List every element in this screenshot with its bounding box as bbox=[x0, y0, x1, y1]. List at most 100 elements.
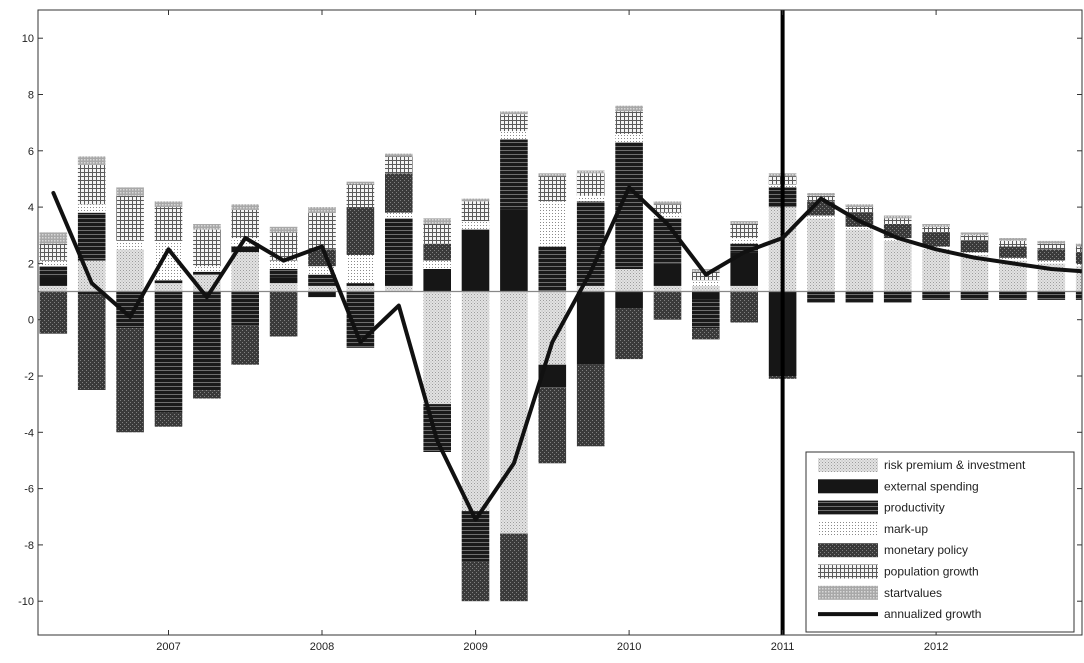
bar-population-growth-4 bbox=[193, 229, 221, 267]
legend-label-productivity: productivity bbox=[884, 501, 945, 515]
bar-productivity-24 bbox=[960, 294, 989, 300]
bar-startvalues-14 bbox=[576, 170, 605, 174]
bar-population-growth-13 bbox=[538, 176, 567, 202]
bar-startvalues-18 bbox=[730, 221, 758, 224]
bar-population-growth-25 bbox=[999, 240, 1027, 247]
bar-population-growth-2 bbox=[116, 195, 144, 241]
bar-productivity-3 bbox=[154, 291, 183, 413]
legend-label-monetary-policy: monetary policy bbox=[884, 543, 968, 557]
bar-external-spending-8 bbox=[346, 283, 375, 286]
bar-risk-premium-investment-18 bbox=[730, 285, 758, 292]
bar-external-spending-0 bbox=[39, 277, 68, 286]
bar-productivity-12 bbox=[500, 139, 528, 210]
bar-risk-premium-investment-22 bbox=[883, 240, 912, 292]
bar-risk-premium-investment-27 bbox=[1075, 266, 1082, 292]
legend-swatch-mark-up bbox=[818, 521, 878, 536]
bar-monetary-policy-10 bbox=[423, 243, 451, 261]
bar-external-spending-2 bbox=[116, 291, 144, 295]
legend-label-risk-premium-investment: risk premium & investment bbox=[884, 458, 1026, 472]
x-tick-label: 2009 bbox=[463, 641, 487, 653]
bar-monetary-policy-17 bbox=[692, 328, 720, 340]
bar-mark-up-4 bbox=[193, 266, 221, 272]
bar-population-growth-14 bbox=[576, 173, 605, 196]
bar-external-spending-7 bbox=[308, 291, 336, 298]
bar-risk-premium-investment-20 bbox=[807, 218, 835, 292]
bar-mark-up-6 bbox=[269, 260, 298, 269]
y-tick-label: 4 bbox=[28, 202, 34, 214]
bar-startvalues-27 bbox=[1075, 243, 1082, 247]
bar-risk-premium-investment-8 bbox=[346, 285, 375, 292]
legend-swatch-population-growth bbox=[818, 564, 878, 579]
legend-label-startvalues: startvalues bbox=[884, 586, 942, 600]
legend-label-population-growth: population growth bbox=[884, 565, 979, 579]
bar-startvalues-13 bbox=[538, 173, 567, 177]
y-tick-label: 10 bbox=[22, 33, 34, 45]
bar-risk-premium-investment-7 bbox=[308, 285, 336, 292]
bar-productivity-20 bbox=[807, 294, 835, 303]
bar-mark-up-13 bbox=[538, 201, 567, 247]
bar-external-spending-16 bbox=[653, 263, 682, 286]
y-tick-label: 8 bbox=[28, 90, 34, 102]
bar-startvalues-25 bbox=[999, 238, 1027, 241]
legend-swatch-startvalues bbox=[818, 585, 878, 600]
y-tick-label: -2 bbox=[24, 371, 34, 383]
bar-monetary-policy-18 bbox=[730, 291, 758, 323]
x-tick-label: 2007 bbox=[156, 641, 180, 653]
bar-population-growth-8 bbox=[346, 184, 375, 207]
bar-startvalues-12 bbox=[500, 111, 528, 115]
bar-monetary-policy-5 bbox=[231, 325, 259, 365]
bar-mark-up-21 bbox=[845, 226, 874, 230]
bar-external-spending-15 bbox=[615, 291, 643, 309]
bar-population-growth-7 bbox=[308, 212, 336, 250]
bar-productivity-21 bbox=[845, 294, 874, 303]
bar-productivity-5 bbox=[231, 291, 259, 326]
bar-productivity-18 bbox=[730, 243, 758, 253]
bar-population-growth-26 bbox=[1037, 243, 1066, 250]
bar-monetary-policy-1 bbox=[77, 294, 106, 390]
bar-external-spending-21 bbox=[845, 291, 874, 295]
bar-external-spending-17 bbox=[692, 291, 720, 300]
bar-monetary-policy-0 bbox=[39, 291, 68, 334]
bar-monetary-policy-11 bbox=[461, 561, 490, 602]
bar-monetary-policy-8 bbox=[346, 207, 375, 255]
bar-monetary-policy-16 bbox=[653, 291, 682, 320]
bar-startvalues-15 bbox=[615, 105, 643, 112]
bar-external-spending-12 bbox=[500, 209, 528, 292]
bar-mark-up-27 bbox=[1075, 263, 1082, 267]
bar-productivity-6 bbox=[269, 269, 298, 278]
y-tick-label: -10 bbox=[18, 596, 34, 608]
y-tick-label: -8 bbox=[24, 540, 34, 552]
bar-external-spending-9 bbox=[385, 274, 413, 286]
bar-external-spending-14 bbox=[576, 291, 605, 365]
bar-monetary-policy-13 bbox=[538, 387, 567, 464]
bar-external-spending-5 bbox=[231, 246, 259, 253]
bar-startvalues-1 bbox=[77, 156, 106, 165]
y-tick-label: 6 bbox=[28, 146, 34, 158]
y-tick-label: -4 bbox=[24, 427, 34, 439]
bar-mark-up-8 bbox=[346, 254, 375, 284]
bar-startvalues-26 bbox=[1037, 240, 1066, 244]
legend-label-annualized-growth: annualized growth bbox=[884, 607, 981, 621]
bar-mark-up-11 bbox=[461, 221, 490, 230]
bar-monetary-policy-15 bbox=[615, 308, 643, 360]
bar-mark-up-9 bbox=[385, 212, 413, 219]
bar-mark-up-2 bbox=[116, 240, 144, 250]
bar-risk-premium-investment-14 bbox=[576, 285, 605, 292]
bar-external-spending-3 bbox=[154, 280, 183, 284]
bar-population-growth-5 bbox=[231, 209, 259, 239]
bar-risk-premium-investment-0 bbox=[39, 285, 68, 292]
bar-population-growth-12 bbox=[500, 114, 528, 132]
bar-startvalues-9 bbox=[385, 153, 413, 157]
bar-startvalues-10 bbox=[423, 218, 451, 224]
bar-population-growth-18 bbox=[730, 224, 758, 239]
y-tick-label: -6 bbox=[24, 484, 34, 496]
bar-population-growth-1 bbox=[77, 164, 106, 205]
legend-label-mark-up: mark-up bbox=[884, 522, 928, 536]
bar-mark-up-17 bbox=[692, 280, 720, 286]
bar-population-growth-3 bbox=[154, 207, 183, 241]
bar-risk-premium-investment-15 bbox=[615, 269, 643, 292]
bar-mark-up-16 bbox=[653, 212, 682, 219]
plot-frame bbox=[37, 9, 1083, 636]
bar-risk-premium-investment-3 bbox=[154, 283, 183, 292]
bar-mark-up-10 bbox=[423, 260, 451, 269]
